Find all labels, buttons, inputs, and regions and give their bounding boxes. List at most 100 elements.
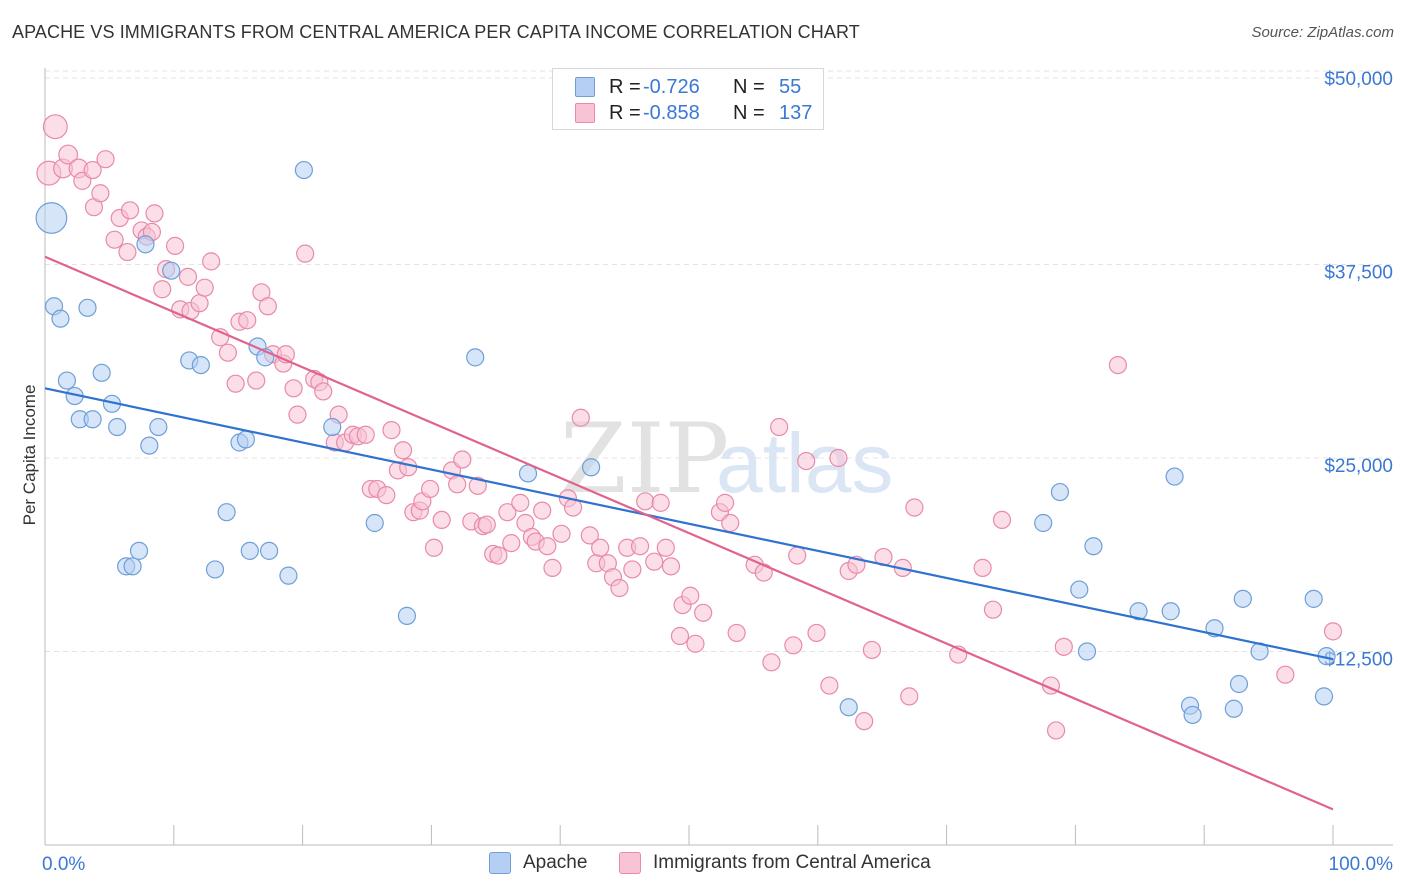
y-tick-label: $50,000 — [1324, 69, 1393, 90]
immigrants-point — [694, 603, 713, 622]
r-value: -0.726 — [643, 75, 700, 98]
immigrants-swatch — [619, 852, 641, 874]
immigrants-point — [1046, 721, 1066, 740]
immigrants-point — [296, 244, 315, 263]
immigrants-point — [900, 687, 919, 706]
immigrants-point — [238, 311, 257, 330]
r-label: R = — [609, 75, 641, 98]
immigrants-point — [284, 379, 303, 398]
immigrants-point — [118, 242, 137, 262]
immigrants-point — [258, 297, 277, 316]
immigrants-point — [762, 653, 781, 672]
immigrants-swatch — [575, 103, 595, 123]
legend-item-apache[interactable]: Apache — [489, 852, 587, 874]
immigrants-point — [580, 526, 599, 545]
immigrants-point — [533, 501, 552, 520]
immigrants-point — [829, 448, 848, 468]
immigrants-point — [591, 538, 610, 557]
immigrants-point — [1323, 622, 1343, 641]
immigrants-point — [120, 201, 140, 220]
immigrants-point — [770, 417, 789, 437]
apache-point — [136, 235, 155, 254]
immigrants-point — [288, 405, 307, 424]
immigrants-point — [686, 634, 705, 653]
apache-point — [1224, 699, 1243, 718]
apache-swatch — [575, 77, 595, 97]
axes: $12,500 $25,000 $37,500 $50,000 0.0% 100.0% — [42, 68, 1393, 875]
immigrants-point — [502, 534, 521, 553]
r-value: -0.858 — [643, 101, 700, 124]
immigrants-point — [382, 421, 401, 440]
immigrants-point — [83, 160, 102, 180]
apache-point — [1070, 580, 1089, 599]
immigrants-point — [571, 408, 590, 427]
immigrants-point — [610, 578, 629, 598]
apache-point — [294, 160, 313, 180]
immigrants-point — [855, 712, 874, 731]
immigrants-point — [656, 538, 675, 557]
immigrants-point — [807, 623, 826, 643]
apache-point — [205, 560, 225, 579]
apache-point — [397, 606, 417, 625]
immigrants-point — [973, 558, 992, 577]
apache-point — [260, 541, 279, 560]
immigrants-point — [393, 441, 413, 460]
legend-row-apache: R = -0.726 N = 55 — [575, 75, 801, 99]
immigrants-point — [788, 546, 807, 565]
apache-point — [279, 566, 298, 585]
apache-point — [129, 541, 149, 560]
apache-point — [1314, 687, 1334, 706]
immigrants-point — [862, 640, 881, 660]
apache-point — [108, 417, 127, 437]
legend-item-immigrants[interactable]: Immigrants from Central America — [619, 852, 931, 874]
apache-point — [1165, 467, 1184, 486]
immigrants-point — [670, 626, 690, 646]
apache-point — [1077, 642, 1097, 661]
immigrants-point — [432, 510, 451, 530]
immigrants-point — [905, 498, 924, 517]
apache-swatch — [489, 852, 511, 874]
apache-point — [191, 355, 210, 375]
immigrants-point — [96, 150, 115, 169]
legend-row-immigrants: R = -0.858 N = 137 — [575, 101, 812, 125]
immigrants-point — [153, 280, 172, 299]
grid — [45, 70, 1393, 652]
series-apache — [35, 160, 1336, 725]
apache-point — [1229, 674, 1249, 694]
apache-trend-line — [44, 387, 1334, 661]
immigrants-point — [511, 493, 530, 512]
correlation-legend: R = -0.726 N = 55 R = -0.858 N = 137 — [552, 68, 824, 130]
apache-point — [149, 417, 168, 437]
immigrants-point — [538, 537, 557, 556]
apache-point — [240, 541, 259, 560]
immigrants-point — [543, 558, 562, 577]
immigrants-point — [645, 552, 664, 571]
apache-point — [365, 513, 384, 533]
apache-point — [582, 458, 601, 477]
y-tick-label: $12,500 — [1324, 649, 1393, 670]
apache-point — [123, 557, 142, 576]
immigrants-point — [983, 600, 1003, 619]
immigrants-point — [489, 546, 508, 565]
source-credit: Source: ZipAtlas.com — [1251, 24, 1394, 41]
trend-lines — [44, 255, 1334, 811]
immigrants-point — [58, 144, 79, 165]
immigrants-point — [651, 493, 670, 512]
n-value: 137 — [779, 101, 813, 124]
series-legend: Apache Immigrants from Central America — [0, 852, 1406, 878]
apache-point — [78, 298, 97, 317]
immigrants-point — [498, 503, 517, 522]
immigrants-point — [448, 475, 467, 494]
y-axis-label: Per Capita Income — [20, 385, 39, 526]
immigrants-point — [784, 636, 803, 655]
immigrants-point — [202, 252, 221, 271]
immigrants-point — [399, 458, 418, 477]
immigrants-point — [820, 676, 839, 695]
apache-point — [1129, 602, 1148, 621]
immigrants-point — [314, 382, 333, 401]
immigrants-point — [715, 493, 735, 512]
immigrants-point — [468, 476, 487, 495]
apache-point — [83, 410, 102, 429]
immigrants-point — [721, 513, 740, 533]
